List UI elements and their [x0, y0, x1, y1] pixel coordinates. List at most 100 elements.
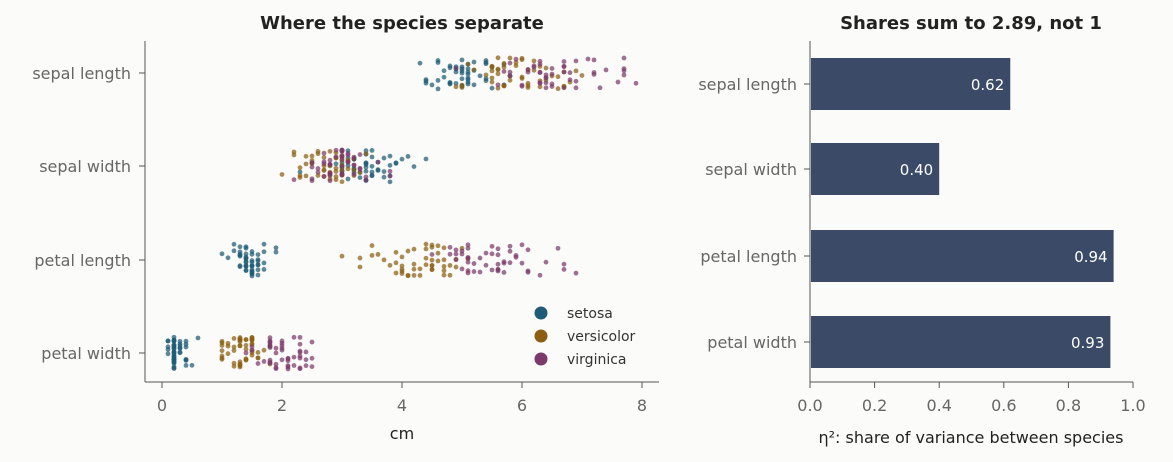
point-setosa-petal-width	[165, 344, 171, 350]
point-setosa-sepal-length	[435, 86, 441, 92]
point-virginica-petal-length	[513, 254, 519, 260]
point-versicolor-sepal-width	[321, 155, 327, 160]
point-virginica-petal-length	[483, 262, 489, 268]
strip-plot-x-ticks: 0 2 4 6 8	[157, 382, 647, 415]
point-virginica-sepal-width	[363, 174, 369, 180]
point-virginica-petal-length	[447, 244, 453, 250]
point-versicolor-petal-length	[417, 273, 423, 278]
point-virginica-sepal-length	[573, 58, 579, 64]
point-setosa-sepal-width	[345, 176, 351, 182]
point-virginica-petal-length	[495, 246, 501, 252]
point-virginica-petal-width	[309, 339, 315, 345]
point-versicolor-petal-length	[411, 273, 417, 278]
point-virginica-sepal-length	[591, 70, 597, 75]
point-setosa-sepal-length	[447, 81, 453, 87]
point-virginica-petal-length	[465, 259, 471, 265]
bar-x-tick-label: 0.8	[1056, 396, 1081, 415]
point-versicolor-petal-length	[411, 261, 417, 267]
point-virginica-petal-length	[459, 266, 465, 272]
strip-category-label: petal width	[41, 344, 131, 363]
bar-category-label: petal width	[707, 333, 797, 352]
point-versicolor-petal-length	[399, 266, 405, 272]
point-virginica-petal-length	[459, 248, 465, 254]
point-virginica-petal-width	[243, 350, 249, 356]
point-versicolor-sepal-length	[525, 80, 531, 86]
point-versicolor-petal-length	[399, 271, 405, 276]
point-virginica-sepal-length	[561, 69, 567, 75]
point-versicolor-sepal-width	[297, 165, 303, 171]
point-versicolor-petal-length	[405, 273, 411, 279]
point-virginica-petal-width	[279, 338, 285, 344]
point-setosa-petal-width	[171, 354, 177, 360]
point-virginica-sepal-length	[507, 73, 513, 79]
point-setosa-petal-width	[171, 365, 177, 371]
point-setosa-sepal-length	[453, 81, 459, 86]
point-virginica-sepal-length	[591, 57, 597, 63]
point-setosa-sepal-width	[369, 148, 375, 153]
bar-value-label: 0.40	[900, 161, 933, 179]
point-versicolor-sepal-length	[519, 57, 525, 63]
point-versicolor-sepal-width	[303, 161, 309, 167]
point-setosa-petal-length	[243, 264, 249, 269]
point-setosa-petal-length	[273, 249, 279, 255]
point-virginica-petal-width	[297, 349, 303, 355]
point-virginica-petal-width	[291, 354, 297, 360]
point-virginica-petal-length	[507, 248, 513, 254]
point-versicolor-sepal-length	[579, 73, 585, 78]
point-setosa-petal-length	[261, 267, 267, 272]
point-versicolor-petal-width	[237, 337, 243, 343]
point-versicolor-sepal-length	[489, 75, 495, 81]
bar-x-tick-label: 0.4	[926, 396, 951, 415]
point-versicolor-sepal-length	[465, 61, 471, 67]
point-versicolor-petal-width	[255, 350, 261, 355]
point-virginica-petal-length	[501, 270, 507, 275]
bar-value-label: 0.94	[1074, 248, 1107, 266]
bar-category-label: petal length	[700, 247, 797, 266]
point-virginica-petal-length	[453, 257, 459, 263]
point-virginica-sepal-width	[387, 173, 393, 179]
point-versicolor-sepal-width	[279, 172, 285, 177]
strip-plot: Where the species separate 0 2 4 6 8 sepal l…	[32, 13, 659, 443]
bar-x-tick-label: 0.2	[862, 396, 887, 415]
point-virginica-sepal-width	[327, 157, 333, 163]
point-versicolor-sepal-length	[453, 84, 459, 90]
point-setosa-petal-length	[219, 251, 225, 257]
point-virginica-sepal-length	[561, 59, 567, 64]
point-virginica-sepal-length	[567, 70, 573, 76]
point-virginica-sepal-length	[549, 71, 555, 77]
point-virginica-petal-length	[495, 252, 501, 258]
point-versicolor-sepal-length	[573, 68, 579, 74]
point-virginica-sepal-length	[561, 63, 567, 69]
point-setosa-petal-length	[273, 245, 279, 251]
point-versicolor-petal-length	[447, 263, 453, 268]
point-virginica-sepal-width	[315, 169, 321, 175]
point-setosa-sepal-length	[465, 81, 471, 87]
point-virginica-sepal-length	[525, 67, 531, 72]
point-virginica-petal-width	[267, 340, 273, 345]
point-virginica-petal-width	[285, 355, 291, 361]
point-setosa-petal-width	[183, 362, 189, 368]
point-versicolor-sepal-length	[495, 66, 501, 72]
point-setosa-petal-length	[261, 260, 267, 266]
point-versicolor-petal-width	[219, 356, 225, 362]
point-setosa-petal-length	[243, 268, 249, 273]
point-virginica-sepal-length	[621, 68, 627, 74]
point-setosa-petal-length	[249, 270, 255, 276]
point-virginica-sepal-width	[357, 165, 363, 171]
bar-chart-title: Shares sum to 2.89, not 1	[840, 13, 1102, 34]
point-setosa-sepal-length	[477, 73, 483, 79]
point-versicolor-petal-length	[357, 255, 363, 261]
point-setosa-petal-length	[231, 241, 237, 247]
point-virginica-sepal-width	[339, 148, 345, 153]
point-versicolor-sepal-width	[291, 149, 297, 155]
point-virginica-sepal-length	[603, 67, 609, 73]
point-versicolor-sepal-width	[333, 169, 339, 174]
point-virginica-petal-length	[453, 247, 459, 253]
point-versicolor-sepal-width	[303, 153, 309, 159]
point-setosa-sepal-length	[465, 71, 471, 77]
point-versicolor-sepal-length	[495, 71, 501, 77]
legend: setosa versicolor virginica	[534, 306, 636, 368]
point-versicolor-sepal-width	[363, 151, 369, 157]
point-versicolor-sepal-length	[507, 55, 513, 61]
